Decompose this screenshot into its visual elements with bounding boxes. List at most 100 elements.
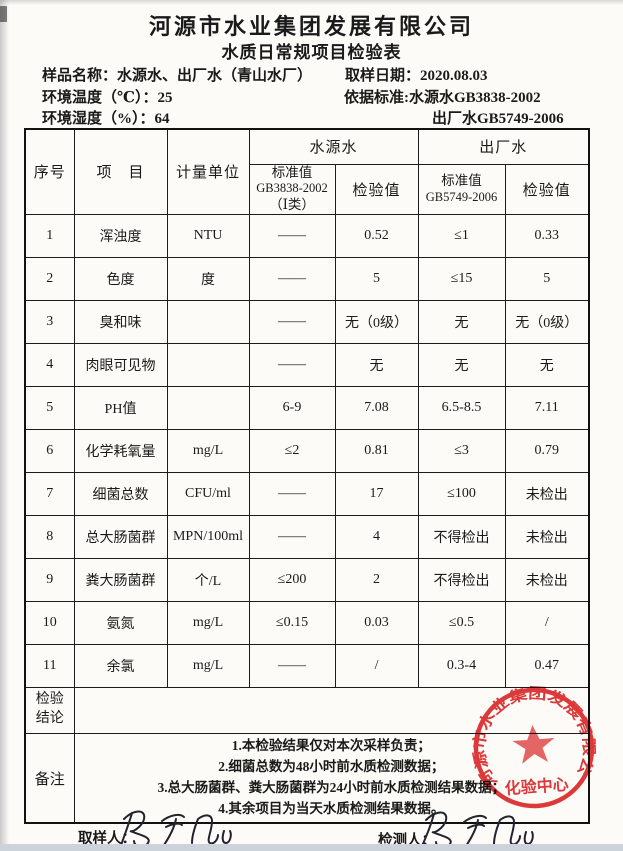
cell-no: 11 [24,643,75,688]
env-humidity-value: 64 [154,111,170,127]
cell-no: 3 [24,299,75,344]
cell-factory-standard: ≤1 [417,213,506,258]
cell-source-standard: —— [248,514,336,559]
cell-source-value: 4 [334,514,419,559]
cell-unit: 度 [166,256,250,301]
remark-line: 2.细菌总数为48小时前水质检测数据； [218,759,445,775]
cell-source-value: 无 [334,342,419,387]
cell-item: 氨氮 [73,600,168,645]
header-source-check: 检验值 [334,163,419,215]
cell-factory-standard: 6.5-8.5 [417,385,506,430]
env-humidity-line: 环境湿度（%）：64 [42,107,170,128]
header-source-water: 水源水 [248,128,419,165]
remarks-label: 备注 [24,732,75,824]
cell-item: 肉眼可见物 [73,342,168,387]
table-row: 1 浑浊度 NTU —— 0.52 ≤1 0.33 [24,213,590,258]
cell-source-value: 0.81 [334,428,419,473]
remark-line: 3.总大肠菌群、粪大肠菌群为24小时前水质检测结果数据； [157,780,506,796]
table-row: 4 肉眼可见物 —— 无 无 无 [24,342,590,387]
table-row: 3 臭和味 —— 无（0级） 无 无（0级） [24,299,590,344]
table-row: 10 氨氮 mg/L ≤0.15 0.03 ≤0.5 / [24,600,590,645]
cell-source-value: / [334,643,419,688]
remarks-cell: 1.本检验结果仅对本次采样负责； 2.细菌总数为48小时前水质检测数据； 3.总大肠… [73,732,590,824]
env-temp-label: 环境温度（℃）： [42,90,158,106]
cell-factory-standard: 无 [417,299,506,344]
standard-label: 依据标准: [344,90,409,106]
cell-no: 5 [24,385,75,430]
cell-factory-standard: ≤3 [417,428,506,473]
sampling-date-label: 取样日期： [345,68,421,84]
table-row: 2 色度 度 —— 5 ≤15 5 [24,256,590,301]
cell-unit [166,299,250,344]
cell-factory-standard: 不得检出 [417,557,506,602]
cell-item: 总大肠菌群 [73,514,168,559]
factory-standard-line2: GB5749-2006 [425,189,498,204]
cell-source-standard: ≤2 [248,428,336,473]
cell-source-value: 7.08 [334,385,419,430]
header-factory-check: 检验值 [504,163,590,215]
cell-no: 1 [24,213,75,258]
cell-unit: mg/L [166,428,250,473]
cell-no: 2 [24,256,75,301]
sampling-date-value: 2020.08.03 [420,68,488,84]
cell-source-standard: —— [248,299,336,344]
cell-unit: mg/L [166,600,250,645]
cell-factory-standard: ≤15 [417,256,506,301]
star-icon [512,725,555,764]
company-seal: 河源市水业集团发展有限公司 化验中心 [465,680,600,809]
cell-factory-value: / [504,600,590,645]
cell-factory-standard: 0.3-4 [417,643,506,688]
cell-source-standard: 6-9 [248,385,336,430]
cell-no: 9 [24,557,75,602]
cell-factory-standard: 无 [417,342,506,387]
header-item: 项 目 [73,128,168,215]
seal-ring [473,687,595,809]
cell-source-standard: —— [248,213,336,258]
company-title: 河源市水业集团发展有限公司 [148,14,474,39]
source-standard-line3: （Ⅰ类） [269,197,315,212]
standard-source-value: 水源水GB3838-2002 [409,90,541,106]
cell-source-standard: —— [248,643,336,688]
cell-factory-value: 未检出 [504,471,590,516]
cell-no: 10 [24,600,75,645]
cell-source-value: 无（0级） [334,299,419,344]
cell-factory-value: 0.33 [504,213,590,258]
cell-factory-value: 5 [504,256,590,301]
env-temp-line: 环境温度（℃）：25 [42,86,172,107]
cell-source-value: 0.03 [334,600,419,645]
cell-source-value: 0.52 [334,213,419,258]
remark-line: 1.本检验结果仅对本次采样负责； [231,738,431,754]
header-factory-standard: 标准值 GB5749-2006 [417,163,506,215]
cell-item: 细菌总数 [73,471,168,516]
cell-no: 4 [24,342,75,387]
sample-name-label: 样品名称： [42,68,118,84]
cell-unit: MPN/100ml [166,514,250,559]
remark-line: 4.其余项目为当天水质检测结果数据。 [218,801,445,817]
cell-source-standard: ≤200 [248,557,336,602]
cell-source-value: 5 [334,256,419,301]
table-row: 7 细菌总数 CFU/ml —— 17 ≤100 未检出 [24,471,590,516]
seal-center-text: 化验中心 [504,775,569,798]
table-row: 11 余氯 mg/L —— / 0.3-4 0.47 [24,643,590,688]
cell-factory-value: 无（0级） [504,299,590,344]
cell-source-standard: ≤0.15 [248,600,336,645]
cell-no: 7 [24,471,75,516]
cell-unit: NTU [166,213,250,258]
standard-factory-line: 出厂水GB5749-2006 [432,107,564,128]
scan-edge-bottom [0,844,623,851]
header-unit: 计量单位 [166,128,250,215]
cell-factory-standard: ≤0.5 [417,600,506,645]
factory-standard-line1: 标准值 [441,172,482,188]
cell-no: 6 [24,428,75,473]
table-row: 8 总大肠菌群 MPN/100ml —— 4 不得检出 未检出 [24,514,590,559]
cell-item: PH值 [73,385,168,430]
cell-item: 粪大肠菌群 [73,557,168,602]
table-row: 6 化学耗氧量 mg/L ≤2 0.81 ≤3 0.79 [24,428,590,473]
remarks-list: 1.本检验结果仅对本次采样负责； 2.细菌总数为48小时前水质检测数据； 3.总大肠… [77,736,587,820]
source-standard-line1: 标准值 [271,164,313,180]
cell-item: 臭和味 [73,299,168,344]
cell-source-value: 17 [334,471,419,516]
doc-title: 水质日常规项目检验表 [221,43,402,62]
inspection-table: 序号 项 目 计量单位 水源水 出厂水 标准值 GB3838-2002 （Ⅰ类）… [24,128,591,825]
table-row: 5 PH值 6-9 7.08 6.5-8.5 7.11 [24,385,590,430]
